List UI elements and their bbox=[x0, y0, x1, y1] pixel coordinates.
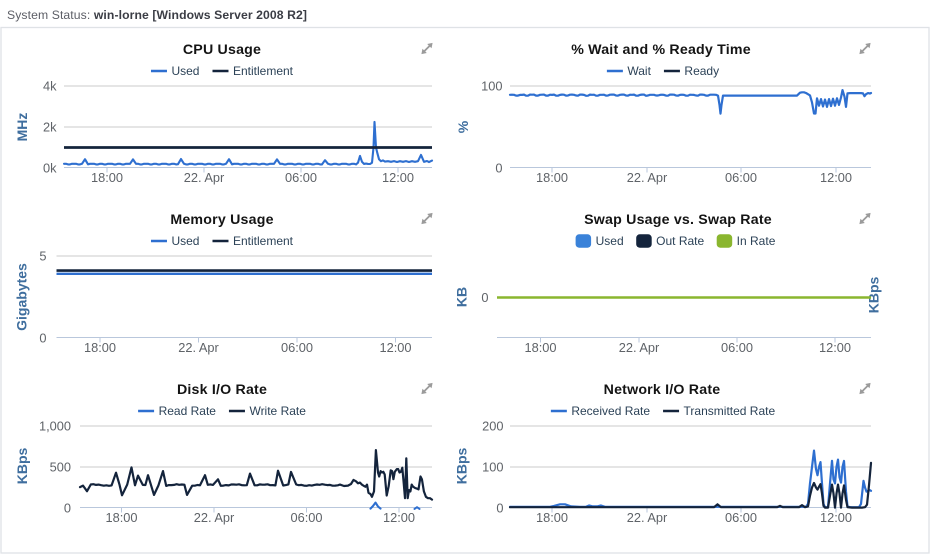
svg-text:18:00: 18:00 bbox=[105, 510, 137, 525]
svg-text:18:00: 18:00 bbox=[91, 170, 123, 185]
svg-text:12:00: 12:00 bbox=[379, 340, 411, 355]
svg-text:0: 0 bbox=[495, 160, 502, 175]
svg-text:22. Apr: 22. Apr bbox=[194, 510, 235, 525]
svg-text:22. Apr: 22. Apr bbox=[627, 170, 668, 185]
svg-text:% Wait and % Ready Time: % Wait and % Ready Time bbox=[571, 42, 751, 58]
svg-text:Memory Usage: Memory Usage bbox=[170, 212, 273, 228]
svg-text:200: 200 bbox=[482, 418, 503, 433]
svg-text:%: % bbox=[455, 120, 471, 133]
svg-text:06:00: 06:00 bbox=[725, 510, 757, 525]
svg-text:12:00: 12:00 bbox=[383, 510, 415, 525]
svg-text:MHz: MHz bbox=[14, 113, 30, 142]
svg-text:0: 0 bbox=[39, 330, 46, 345]
svg-text:Swap Usage vs. Swap Rate: Swap Usage vs. Swap Rate bbox=[584, 212, 772, 228]
svg-text:06:00: 06:00 bbox=[290, 510, 322, 525]
svg-text:Transmitted Rate: Transmitted Rate bbox=[684, 404, 776, 418]
svg-text:Gigabytes: Gigabytes bbox=[14, 263, 30, 331]
svg-text:Entitlement: Entitlement bbox=[233, 64, 294, 78]
svg-text:5: 5 bbox=[39, 248, 46, 263]
svg-text:12:00: 12:00 bbox=[819, 340, 851, 355]
svg-text:06:00: 06:00 bbox=[285, 170, 317, 185]
svg-text:12:00: 12:00 bbox=[820, 170, 852, 185]
svg-text:0: 0 bbox=[481, 290, 488, 305]
svg-text:Wait: Wait bbox=[627, 64, 651, 78]
svg-text:12:00: 12:00 bbox=[820, 510, 852, 525]
svg-text:22. Apr: 22. Apr bbox=[619, 340, 660, 355]
svg-text:1,000: 1,000 bbox=[39, 418, 71, 433]
svg-text:100: 100 bbox=[482, 459, 503, 474]
svg-text:0k: 0k bbox=[43, 160, 57, 175]
svg-text:06:00: 06:00 bbox=[725, 170, 757, 185]
svg-text:18:00: 18:00 bbox=[536, 170, 568, 185]
svg-text:2k: 2k bbox=[43, 119, 57, 134]
svg-text:Write Rate: Write Rate bbox=[249, 404, 306, 418]
svg-text:System Status: win-lorne [Wind: System Status: win-lorne [Windows Server… bbox=[7, 8, 307, 22]
svg-text:Read Rate: Read Rate bbox=[159, 404, 217, 418]
svg-text:0: 0 bbox=[496, 500, 503, 515]
svg-text:500: 500 bbox=[50, 459, 71, 474]
svg-text:4k: 4k bbox=[43, 78, 57, 93]
svg-text:0: 0 bbox=[64, 500, 71, 515]
svg-text:KBps: KBps bbox=[866, 277, 882, 314]
svg-text:06:00: 06:00 bbox=[721, 340, 753, 355]
svg-text:22. Apr: 22. Apr bbox=[178, 340, 219, 355]
svg-text:22. Apr: 22. Apr bbox=[184, 170, 225, 185]
svg-text:18:00: 18:00 bbox=[524, 340, 556, 355]
svg-text:Ready: Ready bbox=[684, 64, 719, 78]
svg-text:18:00: 18:00 bbox=[536, 510, 568, 525]
svg-text:06:00: 06:00 bbox=[281, 340, 313, 355]
svg-text:Received Rate: Received Rate bbox=[571, 404, 650, 418]
svg-text:KBps: KBps bbox=[14, 448, 30, 485]
svg-text:In Rate: In Rate bbox=[737, 234, 776, 248]
svg-text:Out Rate: Out Rate bbox=[656, 234, 704, 248]
svg-text:22. Apr: 22. Apr bbox=[627, 510, 668, 525]
svg-text:18:00: 18:00 bbox=[84, 340, 116, 355]
svg-text:CPU Usage: CPU Usage bbox=[183, 42, 261, 58]
svg-text:100: 100 bbox=[481, 78, 502, 93]
svg-text:KBps: KBps bbox=[454, 448, 470, 485]
svg-text:Used: Used bbox=[596, 234, 624, 248]
svg-text:Entitlement: Entitlement bbox=[233, 234, 294, 248]
svg-text:Used: Used bbox=[171, 64, 199, 78]
svg-text:Disk I/O Rate: Disk I/O Rate bbox=[177, 382, 267, 398]
svg-text:12:00: 12:00 bbox=[382, 170, 414, 185]
svg-text:KB: KB bbox=[454, 287, 470, 307]
svg-text:Network I/O Rate: Network I/O Rate bbox=[604, 382, 721, 398]
svg-text:Used: Used bbox=[171, 234, 199, 248]
